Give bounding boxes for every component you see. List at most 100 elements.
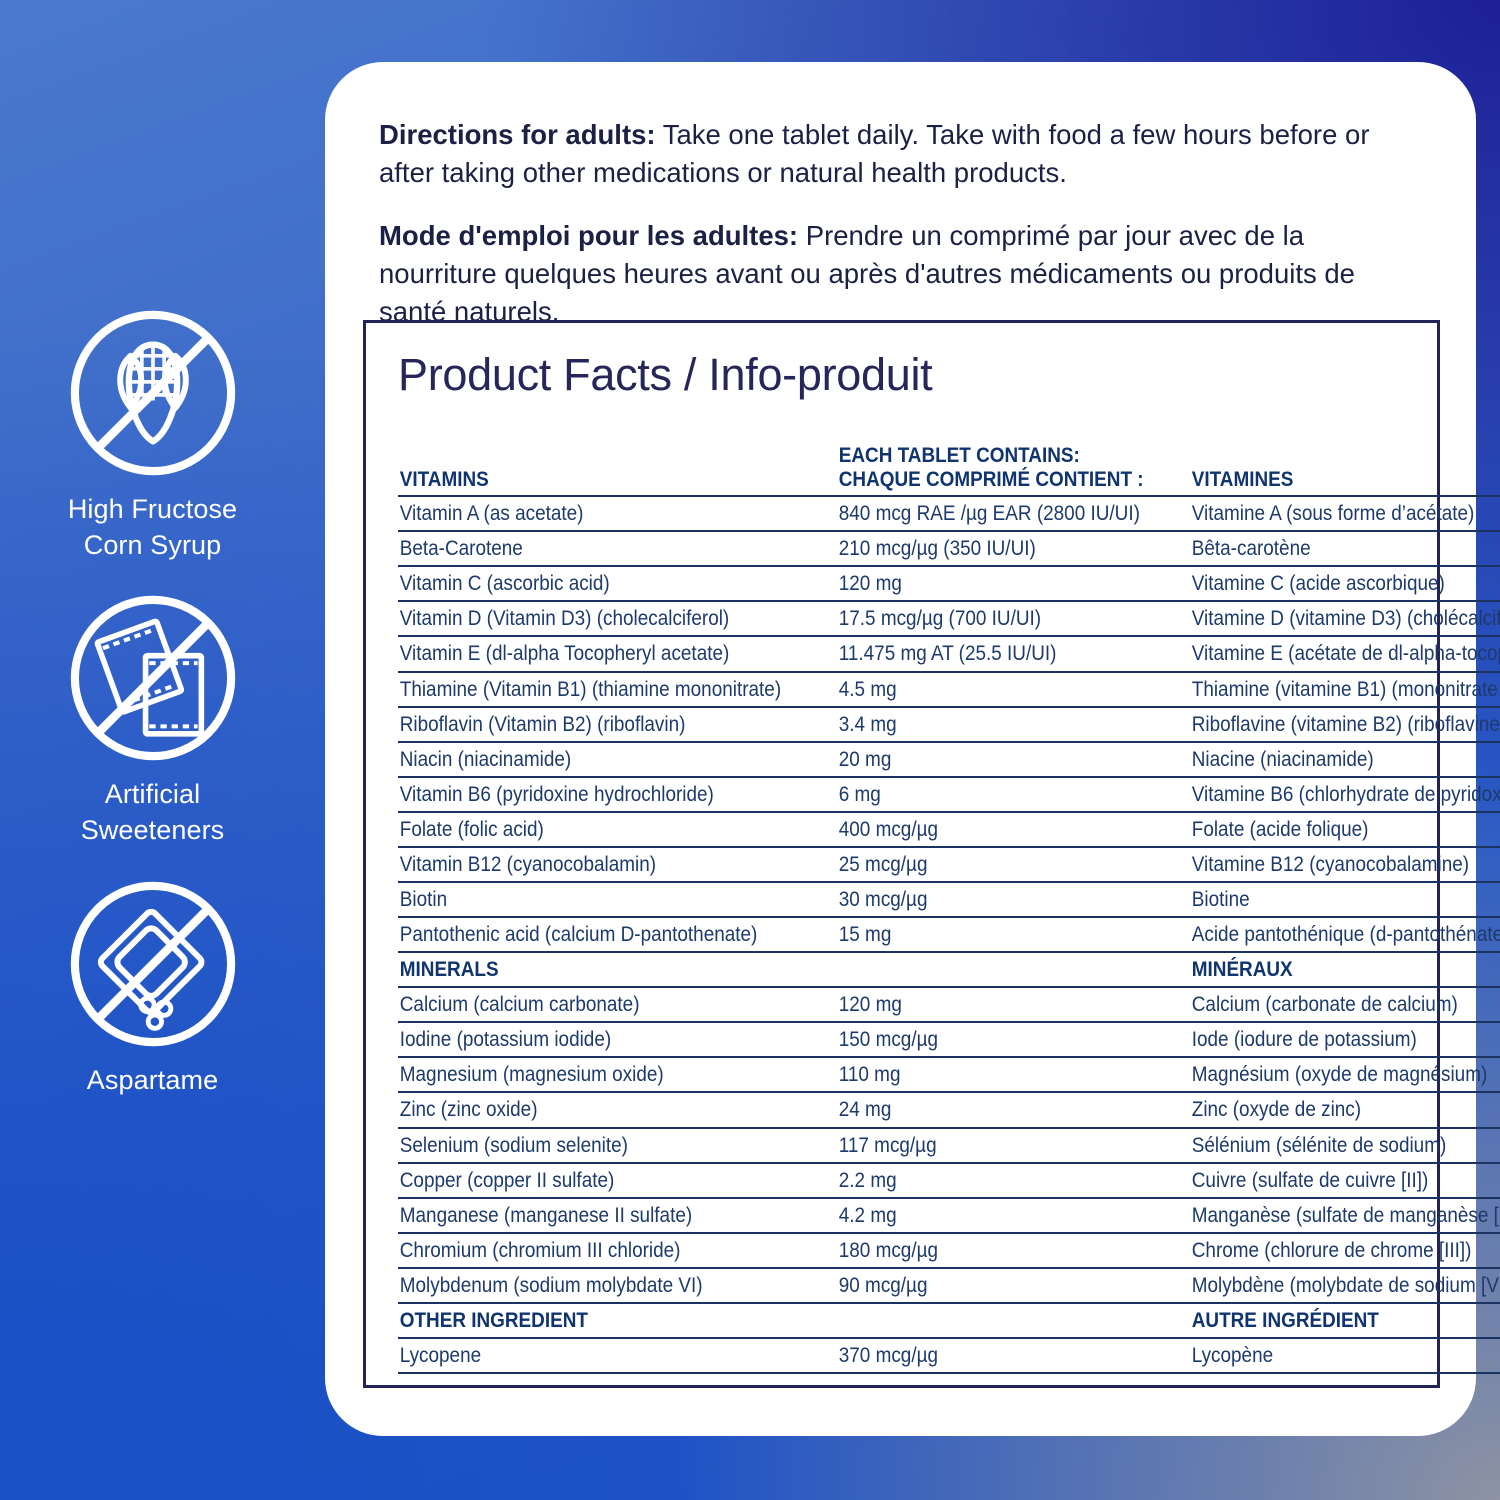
row-name-fr: Sélénium (sélénite de sodium) (1189, 1127, 1500, 1164)
row-name-en: Manganese (manganese II sulfate) (398, 1197, 785, 1234)
row-name-fr: Molybdène (molybdate de sodium [VI]) (1189, 1267, 1500, 1304)
row-name-fr: Vitamine E (acétate de dl-alpha-tocophér… (1189, 636, 1500, 673)
row-amount: 11.475 mg AT (25.5 IU/UI) (837, 636, 1148, 673)
row-name-en: Copper (copper II sulfate) (398, 1162, 785, 1199)
directions-french-text: Prendre un comprimé par jour avec de la … (379, 220, 1355, 327)
group-spacer (837, 1302, 1148, 1340)
row-name-en: Vitamin B12 (cyanocobalamin) (398, 846, 785, 884)
no-high-fructose-corn-syrup-icon (70, 310, 235, 476)
table-row: Magnesium (magnesium oxide) 110 mg Magnési… (398, 1057, 1500, 1094)
group-header-other-ingredient: OTHER INGREDIENT AUTRE INGRÉDIENT (398, 1302, 1500, 1340)
table-row: Chromium (chromium III chloride) 180 mcg/… (398, 1232, 1500, 1269)
badge-no-aspartame: Aspartame (60, 871, 246, 1099)
directions-english-label: Directions for adults: (379, 119, 656, 150)
no-artificial-sweeteners-icon (70, 596, 235, 761)
table-row: Manganese (manganese II sulfate) 4.2 mg Ma… (398, 1197, 1500, 1234)
row-name-fr: Iode (iodure de potassium) (1189, 1022, 1500, 1059)
free-from-badge-rail: High Fructose Corn Syrup Artificial Swee… (0, 300, 305, 1120)
badge-label-line1: High Fructose (67, 494, 238, 524)
row-amount: 110 mg (837, 1057, 1148, 1094)
table-row: Lycopene 370 mcg/µg Lycopène (398, 1338, 1500, 1375)
group-label-en: OTHER INGREDIENT (398, 1302, 785, 1340)
header-vitamins-en: VITAMINS (398, 439, 785, 498)
row-amount: 150 mcg/µg (837, 1022, 1148, 1059)
row-amount: 15 mg (837, 917, 1148, 954)
row-name-fr: Calcium (carbonate de calcium) (1189, 987, 1500, 1024)
row-name-en: Molybdenum (sodium molybdate VI) (398, 1267, 785, 1304)
table-row: Pantothenic acid (calcium D-pantothenate… (398, 917, 1500, 954)
row-name-fr: Acide pantothénique (d-pantothénate de c… (1189, 917, 1500, 954)
directions-french: Mode d'emploi pour les adultes: Prendre … (379, 217, 1401, 330)
row-name-en: Vitamin E (dl-alpha Tocopheryl acetate) (398, 636, 785, 673)
row-name-en: Calcium (calcium carbonate) (398, 987, 785, 1024)
badge-label: High Fructose Corn Syrup (68, 492, 237, 563)
table-row: Vitamin A (as acetate) 840 mcg RAE /µg EA… (398, 496, 1500, 533)
badge-no-artificial-sweeteners: Artificial Sweeteners (60, 585, 246, 848)
group-spacer (837, 952, 1148, 989)
group-label-fr: MINÉRAUX (1189, 952, 1500, 989)
row-name-en: Vitamin B6 (pyridoxine hydrochloride) (398, 776, 785, 813)
row-amount: 3.4 mg (837, 706, 1148, 743)
row-name-en: Selenium (sodium selenite) (398, 1127, 785, 1164)
row-amount: 6 mg (837, 776, 1148, 813)
row-amount: 180 mcg/µg (837, 1232, 1148, 1269)
table-row: Vitamin E (dl-alpha Tocopheryl acetate) 1… (398, 636, 1500, 673)
row-name-fr: Niacine (niacinamide) (1189, 741, 1500, 778)
row-name-en: Zinc (zinc oxide) (398, 1092, 785, 1129)
group-label-fr: AUTRE INGRÉDIENT (1189, 1302, 1500, 1340)
row-name-fr: Lycopène (1189, 1338, 1500, 1375)
badge-label-line2: Sweeteners (80, 814, 225, 845)
row-amount: 4.2 mg (837, 1197, 1148, 1234)
row-amount: 17.5 mcg/µg (700 IU/UI) (837, 601, 1148, 638)
row-name-en: Vitamin A (as acetate) (398, 496, 785, 533)
header-amount-lines: EACH TABLET CONTAINS: CHAQUE COMPRIMÉ CO… (839, 443, 1144, 491)
row-name-en: Niacin (niacinamide) (398, 741, 785, 778)
row-amount: 117 mcg/µg (837, 1127, 1148, 1164)
row-amount: 30 mcg/µg (837, 882, 1148, 919)
table-row: Folate (folic acid) 400 mcg/µg Folate (aci… (398, 811, 1500, 848)
table-row: Vitamin B6 (pyridoxine hydrochloride) 6 m… (398, 776, 1500, 813)
row-name-fr: Thiamine (vitamine B1) (mononitrate de t… (1189, 671, 1500, 708)
directions-french-label: Mode d'emploi pour les adultes: (379, 220, 799, 252)
group-header-minerals: MINERALS MINÉRAUX (398, 952, 1500, 989)
row-amount: 120 mg (837, 566, 1148, 603)
product-facts-title: Product Facts / Info-produit (398, 349, 933, 400)
badge-no-high-fructose-corn-syrup: High Fructose Corn Syrup (60, 300, 246, 563)
badge-label: Aspartame (87, 1063, 218, 1099)
directions-english-text: Take one tablet daily. Take with food a … (379, 119, 1370, 188)
group-label-en: MINERALS (398, 952, 785, 989)
table-row: Molybdenum (sodium molybdate VI) 90 mcg/µ… (398, 1267, 1500, 1304)
row-amount: 25 mcg/µg (837, 846, 1148, 884)
row-name-en: Vitamin D (Vitamin D3) (cholecalciferol) (398, 601, 785, 638)
nutrition-table: VITAMINS EACH TABLET CONTAINS: CHAQUE CO… (398, 439, 1500, 1375)
row-name-en: Lycopene (398, 1338, 785, 1375)
product-info-card: Directions for adults: Take one tablet d… (325, 62, 1500, 1436)
table-row: Vitamin C (ascorbic acid) 120 mg Vitamine … (398, 566, 1500, 603)
row-name-fr: Bêta-carotène (1189, 531, 1500, 568)
row-name-en: Magnesium (magnesium oxide) (398, 1057, 785, 1094)
table-row: Riboflavin (Vitamin B2) (riboflavin) 3.4 … (398, 706, 1500, 743)
row-name-fr: Vitamine C (acide ascorbique) (1189, 566, 1500, 603)
row-amount: 2.2 mg (837, 1162, 1148, 1199)
row-amount: 90 mcg/µg (837, 1267, 1148, 1304)
row-name-en: Iodine (potassium iodide) (398, 1022, 785, 1059)
row-name-fr: Vitamine D (vitamine D3) (cholécalciféro… (1189, 601, 1500, 638)
row-amount: 4.5 mg (837, 671, 1148, 708)
row-name-fr: Biotine (1189, 882, 1500, 919)
directions-block: Directions for adults: Take one tablet d… (379, 116, 1401, 330)
table-row: Biotin 30 mcg/µg Biotine (398, 882, 1500, 919)
row-name-fr: Manganèse (sulfate de manganèse [II]) (1189, 1197, 1500, 1234)
nutrition-table-body: VITAMINS EACH TABLET CONTAINS: CHAQUE CO… (398, 439, 1500, 1375)
row-name-fr: Vitamine B12 (cyanocobalamine) (1189, 846, 1500, 884)
header-amount-fr: CHAQUE COMPRIMÉ CONTIENT : (839, 467, 1144, 492)
badge-label: Artificial Sweeteners (81, 777, 225, 848)
row-amount: 24 mg (837, 1092, 1148, 1129)
row-name-en: Chromium (chromium III chloride) (398, 1232, 785, 1269)
badge-label-line1: Artificial (104, 779, 201, 810)
table-row: Vitamin D (Vitamin D3) (cholecalciferol)… (398, 601, 1500, 638)
row-name-fr: Folate (acide folique) (1189, 811, 1500, 848)
row-name-en: Beta-Carotene (398, 531, 785, 568)
row-amount: 400 mcg/µg (837, 811, 1148, 848)
row-name-fr: Vitamine A (sous forme d’acétate) (1189, 496, 1500, 533)
row-name-en: Thiamine (Vitamin B1) (thiamine mononitr… (398, 671, 785, 708)
